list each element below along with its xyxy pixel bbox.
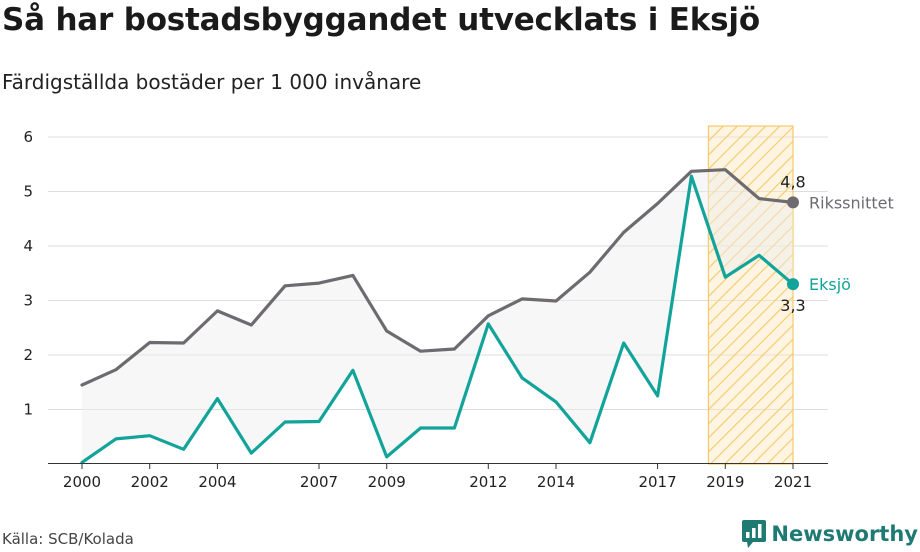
highlight-band-hatch [707, 125, 794, 465]
x-tick-label: 2002 [131, 473, 169, 491]
source-note: Källa: SCB/Kolada [2, 530, 134, 548]
highlight-band [707, 125, 794, 465]
grid-lines: 1 2 3 4 5 6 [23, 128, 828, 419]
x-tick-label: 2012 [469, 473, 507, 491]
y-tick-label: 6 [23, 128, 33, 146]
end-marker-eksjo [787, 278, 799, 291]
y-tick-label: 5 [23, 183, 33, 201]
brand-name: Newsworthy [771, 522, 918, 546]
x-tick-label: 2000 [63, 473, 101, 491]
series-label-eksjo: Eksjö [809, 275, 851, 294]
x-tick-label: 2007 [300, 473, 338, 491]
series-label-rikssnittet: Rikssnittet [809, 193, 894, 212]
end-value-eksjo: 3,3 [780, 296, 805, 315]
page-title: Så har bostadsbyggandet utvecklats i Eks… [2, 2, 760, 38]
series-line-eksjo [80, 174, 795, 464]
x-tick-label: 2009 [368, 473, 406, 491]
newsworthy-logo-icon [742, 520, 767, 548]
series-lines [80, 168, 795, 464]
y-tick-label: 3 [23, 292, 33, 310]
brand-logo: Newsworthy [742, 520, 918, 548]
x-tick-label: 2019 [706, 473, 744, 491]
page-subtitle: Färdigställda bostäder per 1 000 invånar… [2, 70, 422, 94]
end-value-rikssnittet: 4,8 [780, 172, 805, 191]
y-tick-label: 2 [23, 346, 33, 364]
end-marker-rikssnittet [787, 196, 799, 209]
x-tick-label: 2004 [198, 473, 236, 491]
y-tick-label: 1 [23, 401, 33, 419]
x-tick-label: 2021 [774, 473, 812, 491]
x-axis: 2000 2002 2004 2007 2009 2012 2014 2017 2019 2021 [48, 463, 828, 491]
x-tick-label: 2014 [537, 473, 575, 491]
y-tick-label: 4 [23, 237, 33, 255]
x-tick-label: 2017 [638, 473, 676, 491]
series-line-rikssnittet [80, 168, 795, 387]
